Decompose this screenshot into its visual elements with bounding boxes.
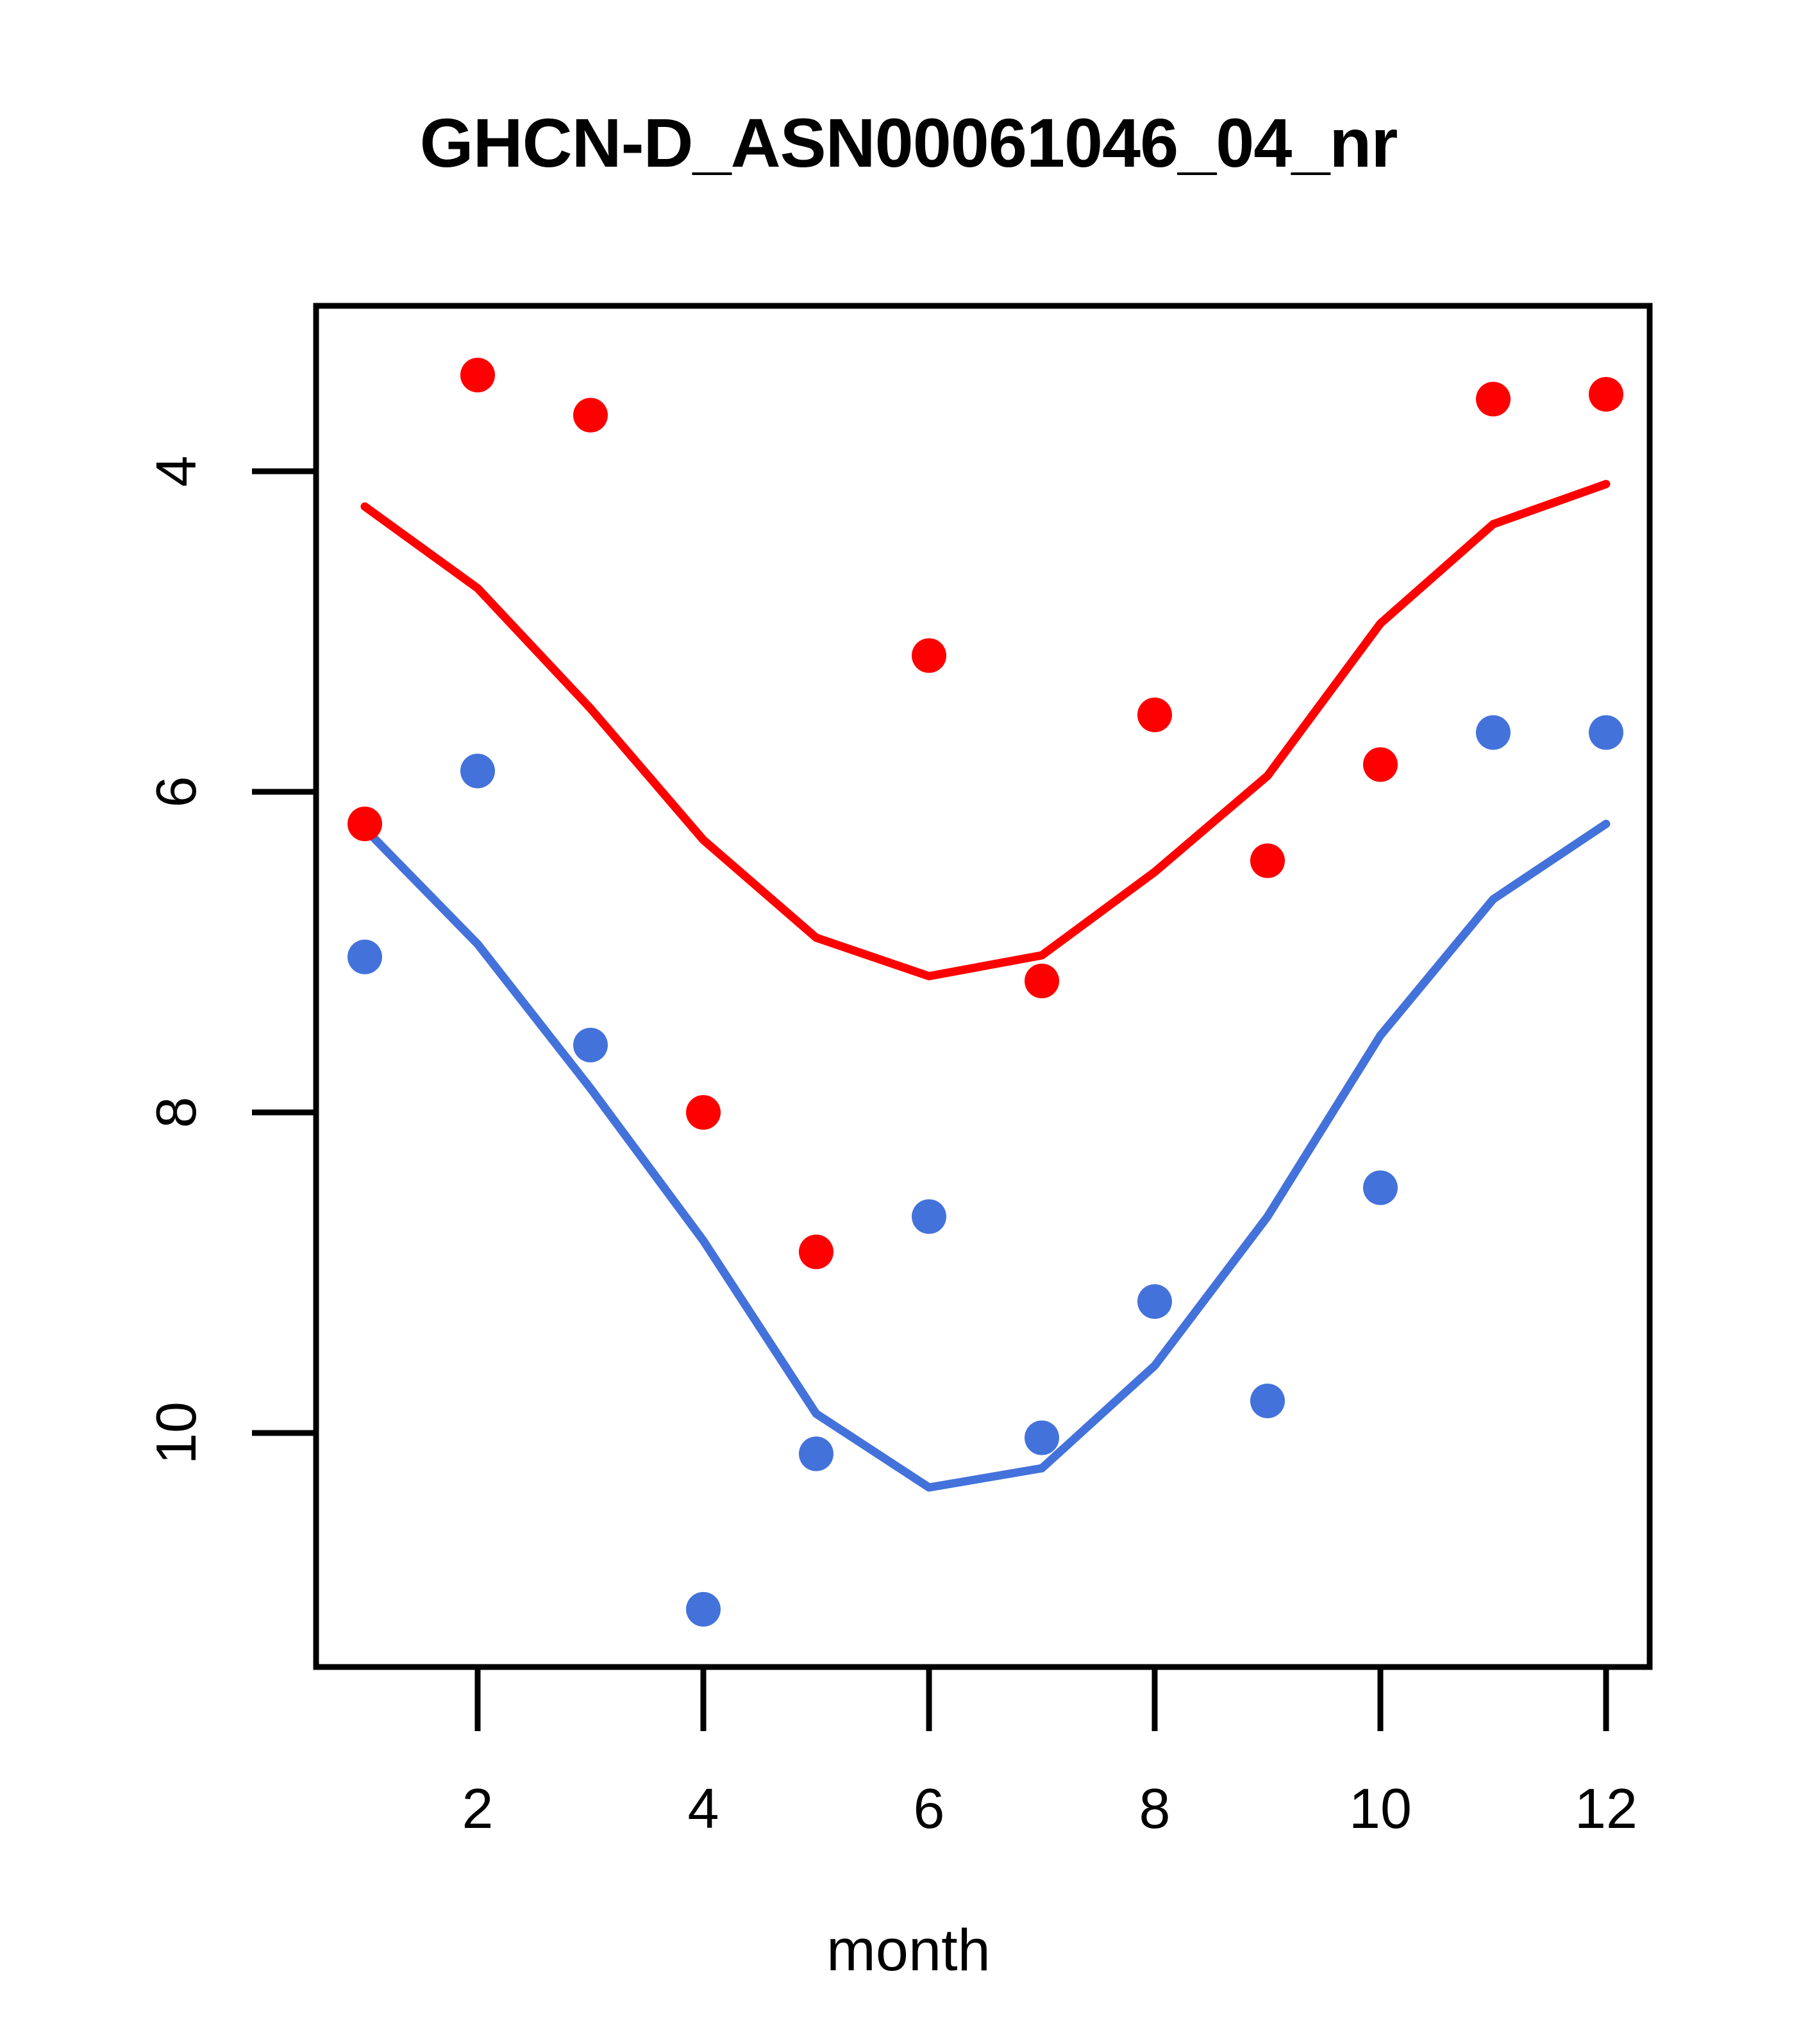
max-points-3 xyxy=(573,398,608,433)
max-points-2 xyxy=(460,358,495,392)
max-points-11 xyxy=(1476,381,1511,417)
min-points-4 xyxy=(686,1592,721,1627)
y-tick-label-6: 6 xyxy=(144,776,208,808)
min-points-9 xyxy=(1250,1384,1285,1418)
series-points xyxy=(347,358,1623,1627)
min-points-10 xyxy=(1363,1170,1398,1205)
x-tick-label-10: 10 xyxy=(1349,1777,1412,1840)
min-points-1 xyxy=(347,939,382,975)
max-points-10 xyxy=(1363,747,1398,782)
min-points-2 xyxy=(460,753,495,789)
series-lines xyxy=(360,480,1611,1492)
y-axis-ticks xyxy=(252,468,316,1436)
max-points-5 xyxy=(799,1234,833,1269)
x-tick-label-4: 4 xyxy=(687,1777,719,1840)
y-tick-label-4: 4 xyxy=(144,455,208,487)
max-points-7 xyxy=(1025,964,1059,998)
min-points-3 xyxy=(573,1028,608,1062)
max-points-1 xyxy=(347,807,382,841)
x-tick-label-6: 6 xyxy=(913,1777,945,1840)
min-points-8 xyxy=(1137,1284,1172,1319)
min-points-6 xyxy=(912,1199,946,1234)
max-points-8 xyxy=(1137,698,1172,732)
max-line xyxy=(360,480,1611,980)
x-axis-ticks xyxy=(474,1667,1609,1731)
min-line xyxy=(360,819,1611,1492)
min-points-12 xyxy=(1589,715,1623,750)
x-tick-label-8: 8 xyxy=(1139,1777,1171,1840)
max-points-4 xyxy=(686,1095,721,1130)
x-tick-label-2: 2 xyxy=(462,1777,494,1840)
max-points-12 xyxy=(1589,377,1623,412)
x-axis-title: month xyxy=(826,1918,991,1983)
y-tick-label-8: 8 xyxy=(144,1096,208,1128)
min-points-11 xyxy=(1476,715,1511,750)
x-tick-label-12: 12 xyxy=(1575,1777,1637,1840)
min-points-7 xyxy=(1025,1420,1059,1455)
max-points-9 xyxy=(1250,843,1285,878)
min-points-5 xyxy=(799,1436,833,1471)
max-points-6 xyxy=(912,638,946,673)
plot-border xyxy=(313,303,1653,1670)
page-title: GHCN-D_ASN00061046_04_nr xyxy=(419,104,1398,181)
y-tick-label-10: 10 xyxy=(144,1402,208,1464)
